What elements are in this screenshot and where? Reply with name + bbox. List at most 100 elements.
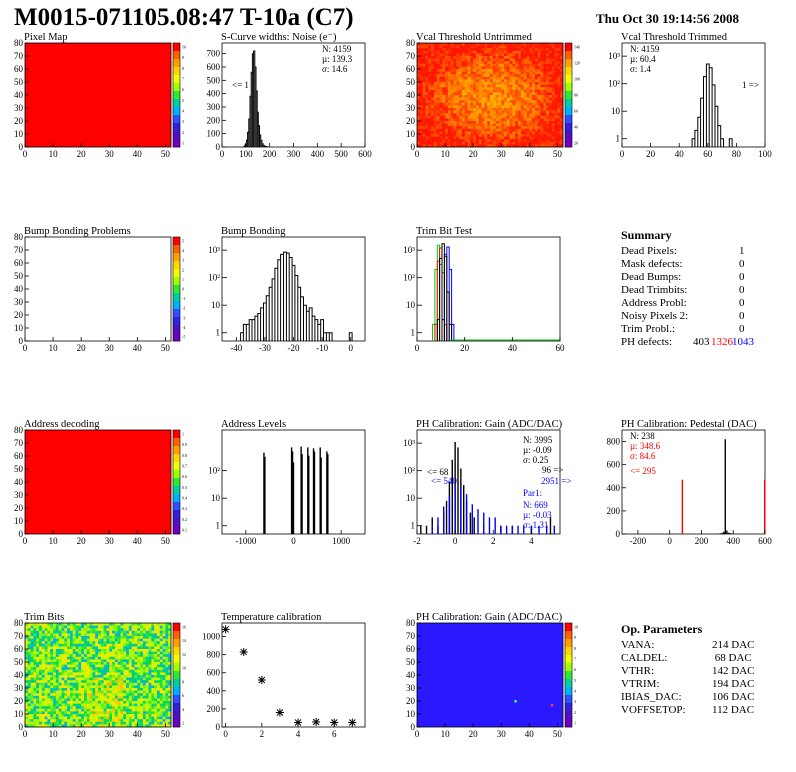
heatmap-cell — [484, 136, 488, 140]
heatmap-cell — [518, 50, 522, 54]
heatmap-cell — [509, 128, 513, 132]
heatmap-cell — [58, 625, 62, 629]
heatmap-cell — [461, 69, 466, 72]
heatmap-cell — [526, 56, 530, 59]
heatmap-cell — [551, 108, 555, 111]
heatmap-cell — [537, 43, 541, 46]
heatmap-cell — [495, 100, 499, 104]
heatmap-cell — [126, 695, 130, 699]
heatmap-cell — [554, 134, 558, 137]
heatmap-cell — [27, 654, 31, 658]
heatmap-cell — [142, 677, 147, 681]
heatmap-cell — [478, 79, 482, 83]
heatmap-cell — [529, 121, 533, 124]
heatmap-cell — [78, 675, 82, 678]
heatmap-cell — [72, 693, 76, 697]
heatmap-cell — [106, 711, 110, 715]
heatmap-cell — [92, 698, 96, 702]
heatmap-cell — [481, 89, 485, 93]
heatmap-cell — [92, 680, 96, 684]
heatmap-cell — [83, 724, 88, 728]
heatmap-cell — [518, 79, 522, 83]
heatmap-cell — [464, 128, 468, 132]
heatmap-cell — [529, 87, 533, 91]
heatmap-cell — [159, 675, 163, 678]
heatmap-cell — [478, 66, 482, 70]
heatmap-cell — [83, 672, 88, 676]
y-tick-label: 1 — [616, 134, 621, 144]
heatmap-cell — [504, 141, 508, 145]
heatmap-cell — [165, 719, 169, 723]
heatmap-cell — [498, 53, 502, 57]
heatmap-cell — [501, 115, 505, 119]
heatmap-cell — [30, 677, 34, 681]
heatmap-cell — [114, 714, 118, 717]
heatmap-cell — [151, 625, 155, 629]
heatmap-cell — [120, 721, 124, 725]
heatmap-cell — [509, 84, 513, 88]
heatmap-cell — [109, 690, 113, 694]
y-tick-label: 80 — [14, 38, 24, 48]
heatmap-cell — [61, 636, 65, 639]
heatmap-cell — [39, 685, 43, 689]
heatmap-cell — [145, 688, 149, 691]
heatmap-cell — [128, 623, 132, 626]
heatmap-cell — [86, 664, 90, 668]
heatmap-cell — [41, 651, 45, 655]
heatmap-cell — [422, 84, 426, 88]
x-tick-label: 40 — [133, 343, 143, 353]
heatmap-cell — [159, 719, 163, 723]
heatmap-cell — [523, 105, 527, 109]
heatmap-cell — [478, 118, 482, 122]
heatmap-cell — [95, 651, 99, 655]
heatmap-cell — [131, 688, 135, 691]
palette-frame — [564, 42, 573, 148]
heatmap-cell — [504, 58, 508, 62]
heatmap-cell — [103, 651, 107, 655]
heatmap-cell — [436, 121, 440, 124]
heatmap-cell — [162, 706, 166, 710]
heatmap-cell — [509, 87, 513, 91]
heatmap-cell — [145, 636, 149, 639]
heatmap-cell — [165, 672, 169, 676]
heatmap-cell — [557, 53, 561, 57]
heatmap-cell — [520, 58, 524, 62]
heatmap-cell — [61, 623, 65, 626]
heatmap-cell — [459, 134, 463, 137]
heatmap-cell — [495, 102, 499, 106]
heatmap-cell — [58, 628, 62, 632]
heatmap-cell — [89, 628, 93, 632]
heatmap-cell — [526, 43, 530, 46]
palette-label: 120 — [574, 61, 580, 66]
heatmap-cell — [498, 76, 502, 80]
heatmap-cell — [123, 714, 127, 717]
heatmap-cell — [436, 69, 440, 72]
heatmap-cell — [27, 659, 31, 663]
heatmap-cell — [540, 118, 544, 122]
heatmap-cell — [112, 633, 116, 637]
heatmap-cell — [168, 643, 172, 647]
heatmap-cell — [543, 50, 547, 54]
heatmap-cell — [126, 711, 130, 715]
heatmap-cell — [557, 102, 561, 106]
heatmap-cell — [461, 100, 466, 104]
heatmap-cell — [484, 123, 488, 127]
heatmap-cell — [112, 677, 116, 681]
heatmap-cell — [518, 84, 522, 88]
heatmap-cell — [537, 141, 541, 145]
heatmap-cell — [512, 118, 516, 122]
heatmap-cell — [67, 656, 71, 660]
heatmap-cell — [39, 623, 43, 626]
heatmap-cell — [69, 662, 74, 665]
heatmap-cell — [98, 714, 102, 717]
heatmap-cell — [554, 61, 558, 65]
heatmap-cell — [422, 131, 426, 135]
heatmap-cell — [464, 110, 468, 114]
heatmap-cell — [419, 76, 423, 80]
heatmap-cell — [69, 651, 74, 655]
palette-cell — [565, 123, 572, 132]
heatmap-cell — [67, 664, 71, 668]
heatmap-cell — [537, 131, 541, 135]
heatmap-cell — [112, 724, 116, 728]
heatmap-cell — [50, 690, 54, 694]
